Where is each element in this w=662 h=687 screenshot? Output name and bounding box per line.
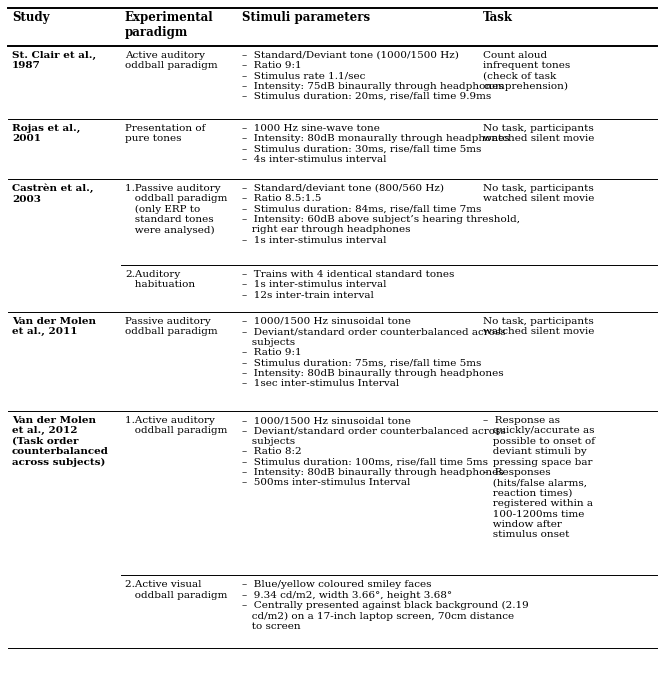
Text: Presentation of
pure tones: Presentation of pure tones — [125, 124, 205, 143]
Text: Count aloud
infrequent tones
(check of task
comprehension): Count aloud infrequent tones (check of t… — [483, 51, 571, 91]
Text: –  Blue/yellow coloured smiley faces
–  9.34 cd/m2, width 3.66°, height 3.68°
– : – Blue/yellow coloured smiley faces – 9.… — [242, 581, 528, 631]
Text: Experimental
paradigm: Experimental paradigm — [125, 10, 214, 38]
Text: –  Standard/deviant tone (800/560 Hz)
–  Ratio 8.5:1.5
–  Stimulus duration: 84m: – Standard/deviant tone (800/560 Hz) – R… — [242, 183, 520, 245]
Text: –  1000/1500 Hz sinusoidal tone
–  Deviant/standard order counterbalanced across: – 1000/1500 Hz sinusoidal tone – Deviant… — [242, 317, 506, 388]
Text: 1.Passive auditory
   oddball paradigm
   (only ERP to
   standard tones
   were: 1.Passive auditory oddball paradigm (onl… — [125, 183, 227, 234]
Text: –  1000/1500 Hz sinusoidal tone
–  Deviant/standard order counterbalanced across: – 1000/1500 Hz sinusoidal tone – Deviant… — [242, 416, 506, 488]
Text: Castrèn et al.,
2003: Castrèn et al., 2003 — [12, 183, 93, 203]
Text: 2.Auditory
   habituation: 2.Auditory habituation — [125, 270, 195, 289]
Text: –  Trains with 4 identical standard tones
–  1s inter-stimulus interval
–  12s i: – Trains with 4 identical standard tones… — [242, 270, 454, 300]
Text: 2.Active visual
   oddball paradigm: 2.Active visual oddball paradigm — [125, 581, 227, 600]
Text: –  1000 Hz sine-wave tone
–  Intensity: 80dB monaurally through headphones
–  St: – 1000 Hz sine-wave tone – Intensity: 80… — [242, 124, 509, 164]
Text: Study: Study — [12, 10, 50, 23]
Text: Van der Molen
et al., 2011: Van der Molen et al., 2011 — [12, 317, 96, 337]
Text: Passive auditory
oddball paradigm: Passive auditory oddball paradigm — [125, 317, 218, 337]
Text: No task, participants
watched silent movie: No task, participants watched silent mov… — [483, 124, 594, 143]
Text: –  Standard/Deviant tone (1000/1500 Hz)
–  Ratio 9:1
–  Stimulus rate 1.1/sec
– : – Standard/Deviant tone (1000/1500 Hz) –… — [242, 51, 503, 101]
Text: Active auditory
oddball paradigm: Active auditory oddball paradigm — [125, 51, 218, 70]
Text: No task, participants
watched silent movie: No task, participants watched silent mov… — [483, 183, 594, 203]
Text: 1.Active auditory
   oddball paradigm: 1.Active auditory oddball paradigm — [125, 416, 227, 436]
Text: Van der Molen
et al., 2012
(Task order
counterbalanced
across subjects): Van der Molen et al., 2012 (Task order c… — [12, 416, 109, 466]
Text: Rojas et al.,
2001: Rojas et al., 2001 — [12, 124, 80, 143]
Text: St. Clair et al.,
1987: St. Clair et al., 1987 — [12, 51, 96, 70]
Text: –  Response as
   quickly/accurate as
   possible to onset of
   deviant stimuli: – Response as quickly/accurate as possib… — [483, 416, 595, 539]
Text: Stimuli parameters: Stimuli parameters — [242, 10, 370, 23]
Text: No task, participants
watched silent movie: No task, participants watched silent mov… — [483, 317, 594, 337]
Text: Task: Task — [483, 10, 513, 23]
